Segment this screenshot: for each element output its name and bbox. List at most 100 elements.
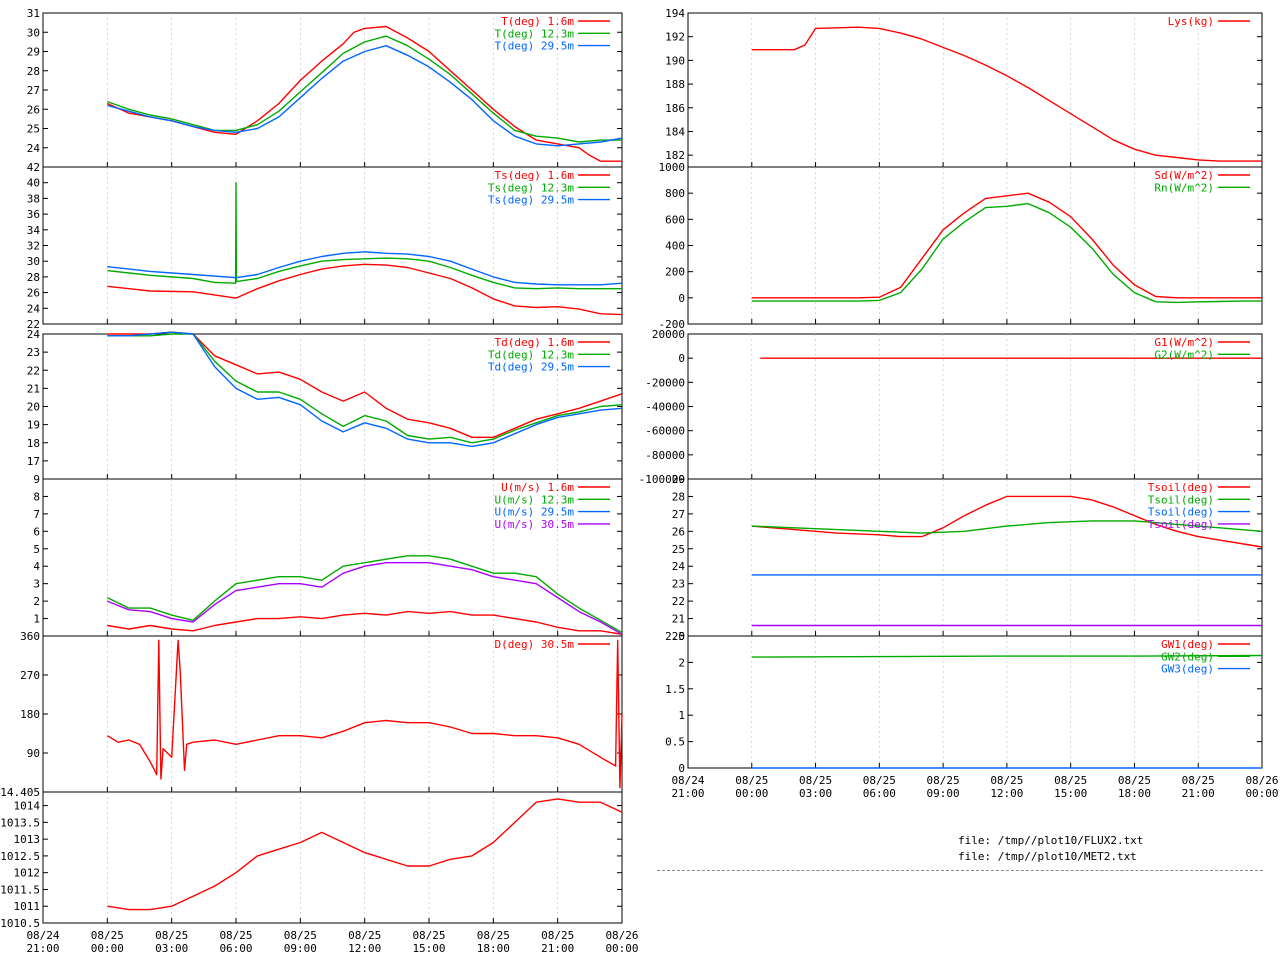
series-line-2 <box>107 331 623 448</box>
y-tick-label: 192 <box>665 31 685 44</box>
x-tick-date-label: 08/24 <box>671 774 704 787</box>
x-tick-date-label: 08/25 <box>477 929 510 942</box>
y-tick-label: 0 <box>678 352 685 365</box>
legend-label-0: Ts(deg) 1.6m <box>495 169 575 182</box>
y-tick-label: 7 <box>33 508 40 521</box>
legend-label-3: Tsoil(deg) <box>1148 518 1214 531</box>
y-tick-label: 28 <box>27 65 40 78</box>
legend-label-3: U(m/s) 30.5m <box>495 518 575 531</box>
x-tick-time-label: 15:00 <box>1054 787 1087 800</box>
plot-frame <box>687 478 1263 637</box>
series-line-0 <box>106 639 623 789</box>
y-tick-label: 20 <box>27 401 40 414</box>
y-tick-label: 29 <box>27 46 40 59</box>
legend-label-0: G1(W/m^2) <box>1154 336 1214 349</box>
legend-label-2: Td(deg) 29.5m <box>488 361 574 374</box>
series-line-0 <box>107 798 623 911</box>
y-tick-label: 24 <box>27 328 41 341</box>
y-tick-label: -200 <box>659 318 686 331</box>
series-line-1 <box>107 181 622 290</box>
chart-panel-10: 0 0.5 1 1.5 2 2.5 GW1(deg)GW2(deg)GW3(deg) 08/2… <box>665 630 1278 800</box>
y-tick-label: 2 <box>33 595 40 608</box>
series-line-2 <box>107 251 623 286</box>
y-tick-label: 400 <box>665 240 685 253</box>
y-tick-label: 0.5 <box>665 736 685 749</box>
y-tick-label: 36 <box>27 208 40 221</box>
y-tick-label: 19 <box>27 419 40 432</box>
x-tick-time-label: 21:00 <box>26 942 59 955</box>
legend-label-1: Td(deg) 12.3m <box>488 348 574 361</box>
chart-panel-8: -100000 -80000 -60000 -40000 -20000 0 20000 G1(… <box>639 328 1263 486</box>
y-tick-label: 1013.5 <box>0 816 40 829</box>
y-tick-label: 1012 <box>14 867 41 880</box>
y-tick-label: 30 <box>27 255 40 268</box>
y-tick-label: -100000 <box>639 473 685 486</box>
legend-label-0: U(m/s) 1.6m <box>501 481 574 494</box>
legend-label-0: Sd(W/m^2) <box>1154 169 1214 182</box>
x-tick-date-label: 08/25 <box>155 929 188 942</box>
y-tick-label: 3 <box>33 578 40 591</box>
y-tick-label: 182 <box>665 149 685 162</box>
x-tick-time-label: 03:00 <box>155 942 188 955</box>
series-line-1 <box>751 520 1263 534</box>
x-tick-time-label: 00:00 <box>735 787 768 800</box>
y-tick-label: 184 <box>665 125 685 138</box>
legend-label-0: T(deg) 1.6m <box>501 15 574 28</box>
y-tick-label: 2.5 <box>665 630 685 643</box>
y-tick-label: 0 <box>678 292 685 305</box>
series-line-1 <box>751 202 1262 304</box>
y-tick-label: 2 <box>678 656 685 669</box>
y-tick-label: 90 <box>27 747 40 760</box>
y-tick-label: 27 <box>672 508 685 521</box>
series-line-1 <box>107 35 622 143</box>
y-tick-label: 360 <box>20 630 40 643</box>
y-tick-label: 30 <box>27 26 40 39</box>
legend-label-1: Rn(W/m^2) <box>1154 181 1214 194</box>
x-tick-time-label: 18:00 <box>1118 787 1151 800</box>
y-tick-label: 27 <box>27 84 40 97</box>
series-line-3 <box>107 562 623 635</box>
y-tick-label: 1 <box>678 709 685 722</box>
y-tick-label: 18 <box>27 437 40 450</box>
y-tick-label: -40000 <box>645 401 685 414</box>
y-tick-label: 4 <box>33 560 40 573</box>
x-tick-time-label: 09:00 <box>284 942 317 955</box>
y-tick-label: 26 <box>672 525 685 538</box>
y-tick-label: 600 <box>665 213 685 226</box>
x-tick-date-label: 08/25 <box>541 929 574 942</box>
x-tick-date-label: 08/25 <box>1182 774 1215 787</box>
legend-label-2: T(deg) 29.5m <box>495 40 575 53</box>
y-tick-label: 21 <box>27 382 40 395</box>
y-tick-label: 38 <box>27 192 40 205</box>
y-tick-label: 24 <box>672 560 686 573</box>
x-tick-time-label: 06:00 <box>219 942 252 955</box>
x-tick-time-label: 00:00 <box>605 942 638 955</box>
x-tick-date-label: 08/25 <box>284 929 317 942</box>
y-tick-label: 25 <box>27 123 40 136</box>
chart-panel-5: 1010.5 1011 1011.5 1012 1012.5 1013 1013.5 1014… <box>0 786 639 955</box>
series-line-1 <box>106 555 623 634</box>
y-tick-label: 17 <box>27 455 40 468</box>
y-tick-label: -20000 <box>645 376 685 389</box>
y-tick-label: 22 <box>27 318 40 331</box>
y-tick-label: 6 <box>33 525 40 538</box>
y-tick-label: 24 <box>27 302 41 315</box>
chart-panel-0: 24 25 26 27 28 29 30 31 T(deg) 1.6mT(deg) 12.3mT… <box>27 7 623 168</box>
x-tick-time-label: 21:00 <box>541 942 574 955</box>
legend-label-0: Td(deg) 1.6m <box>495 336 575 349</box>
x-tick-time-label: 18:00 <box>477 942 510 955</box>
x-tick-time-label: 09:00 <box>927 787 960 800</box>
y-tick-label: 31 <box>27 7 40 20</box>
legend-label-2: U(m/s) 29.5m <box>495 506 575 519</box>
y-tick-label: 22 <box>672 595 685 608</box>
y-tick-label: 28 <box>672 490 685 503</box>
x-tick-time-label: 21:00 <box>671 787 704 800</box>
x-tick-date-label: 08/25 <box>1054 774 1087 787</box>
y-tick-label: 20 <box>672 630 685 643</box>
x-tick-date-label: 08/25 <box>91 929 124 942</box>
y-tick-label: 1011.5 <box>0 883 40 896</box>
y-tick-label: -80000 <box>645 449 685 462</box>
